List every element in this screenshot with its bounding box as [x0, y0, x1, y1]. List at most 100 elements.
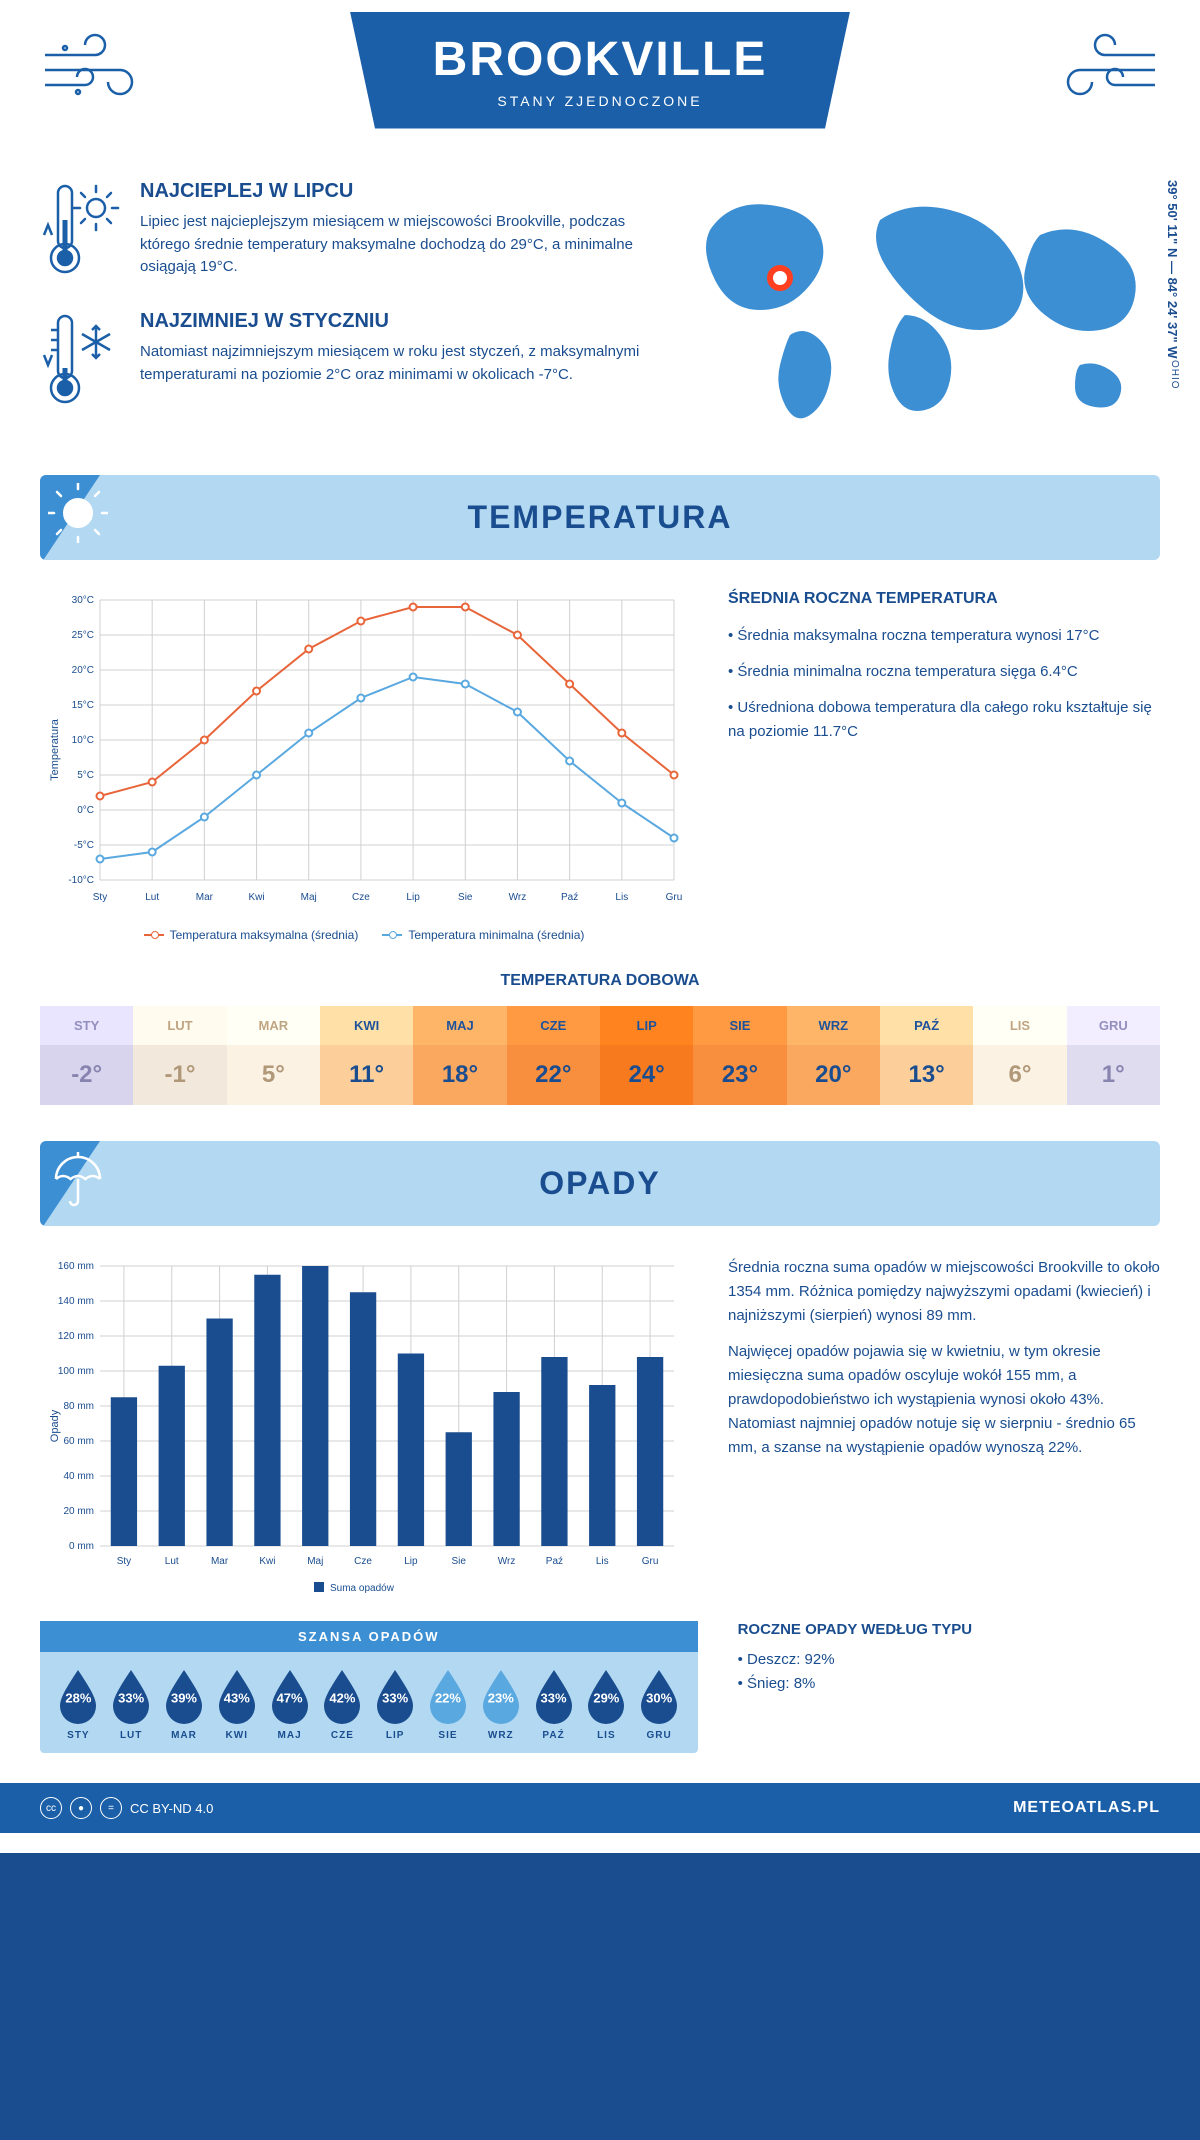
intro-section: NAJCIEPLEJ W LIPCU Lipiec jest najcieple…: [40, 180, 1160, 445]
nd-icon: =: [100, 1797, 122, 1819]
precipitation-text: Średnia roczna suma opadów w miejscowośc…: [728, 1256, 1160, 1601]
temp-summary-point: • Średnia maksymalna roczna temperatura …: [728, 624, 1160, 648]
svg-text:Sie: Sie: [452, 1556, 467, 1567]
chance-box: SZANSA OPADÓW 28%STY33%LUT39%MAR43%KWI47…: [40, 1621, 698, 1753]
svg-text:Paź: Paź: [546, 1556, 563, 1567]
fact-cold-title: NAJZIMNIEJ W STYCZNIU: [140, 310, 640, 333]
daily-temp-title: TEMPERATURA DOBOWA: [40, 972, 1160, 990]
temperature-chart-area: -10°C-5°C0°C5°C10°C15°C20°C25°C30°CStyLu…: [40, 590, 688, 942]
svg-text:Lut: Lut: [145, 892, 159, 903]
chance-drop: 39%MAR: [160, 1666, 208, 1741]
footer-license: cc ● = CC BY-ND 4.0: [40, 1797, 213, 1819]
by-type-title: ROCZNE OPADY WEDŁUG TYPU: [738, 1621, 1160, 1638]
svg-text:120 mm: 120 mm: [58, 1331, 94, 1342]
region-label: OHIO: [1169, 360, 1180, 390]
svg-text:Lut: Lut: [165, 1556, 179, 1567]
world-map-icon: [680, 180, 1160, 440]
svg-text:Mar: Mar: [211, 1556, 229, 1567]
by-type-rain: • Deszcz: 92%: [738, 1648, 1160, 1672]
svg-text:Gru: Gru: [666, 892, 683, 903]
chance-drop: 33%LUT: [107, 1666, 155, 1741]
by-icon: ●: [70, 1797, 92, 1819]
svg-text:25°C: 25°C: [72, 630, 94, 641]
svg-text:Mar: Mar: [196, 892, 214, 903]
temperature-content: -10°C-5°C0°C5°C10°C15°C20°C25°C30°CStyLu…: [40, 590, 1160, 942]
precip-text-1: Średnia roczna suma opadów w miejscowośc…: [728, 1256, 1160, 1328]
footer: cc ● = CC BY-ND 4.0 METEOATLAS.PL: [0, 1783, 1200, 1833]
daily-temp-cell: WRZ20°: [787, 1006, 880, 1105]
umbrella-icon: [48, 1149, 108, 1209]
coordinates: 39° 50' 11" N — 84° 24' 37" W: [1165, 180, 1180, 359]
chance-drops: 28%STY33%LUT39%MAR43%KWI47%MAJ42%CZE33%L…: [52, 1666, 686, 1741]
svg-text:Cze: Cze: [354, 1556, 372, 1567]
legend-item: Temperatura maksymalna (średnia): [144, 928, 359, 942]
city-title: BROOKVILLE: [430, 32, 770, 87]
svg-text:160 mm: 160 mm: [58, 1261, 94, 1272]
legend-item: Temperatura minimalna (średnia): [382, 928, 584, 942]
chance-drop: 28%STY: [54, 1666, 102, 1741]
thermometer-cold-icon: [40, 310, 120, 410]
svg-text:Maj: Maj: [301, 892, 317, 903]
daily-temp-cell: PAŹ13°: [880, 1006, 973, 1105]
chance-drop: 22%SIE: [424, 1666, 472, 1741]
temp-summary-point: • Uśredniona dobowa temperatura dla całe…: [728, 696, 1160, 744]
page: BROOKVILLE STANY ZJEDNOCZONE: [0, 0, 1200, 1853]
precipitation-header: OPADY: [40, 1141, 1160, 1226]
temperature-title: TEMPERATURA: [60, 499, 1140, 536]
svg-text:100 mm: 100 mm: [58, 1366, 94, 1377]
fact-warm-title: NAJCIEPLEJ W LIPCU: [140, 180, 640, 203]
country-subtitle: STANY ZJEDNOCZONE: [430, 93, 770, 109]
sun-icon: [48, 483, 108, 543]
svg-text:Opady: Opady: [49, 1409, 61, 1442]
cc-icon: cc: [40, 1797, 62, 1819]
daily-temp-cell: SIE23°: [693, 1006, 786, 1105]
chance-drop: 23%WRZ: [477, 1666, 525, 1741]
svg-text:Sty: Sty: [117, 1556, 131, 1567]
chance-drop: 42%CZE: [318, 1666, 366, 1741]
precip-text-2: Najwięcej opadów pojawia się w kwietniu,…: [728, 1340, 1160, 1460]
daily-temp-cell: CZE22°: [507, 1006, 600, 1105]
daily-temp-grid: STY-2°LUT-1°MAR5°KWI11°MAJ18°CZE22°LIP24…: [40, 1006, 1160, 1105]
fact-warm: NAJCIEPLEJ W LIPCU Lipiec jest najcieple…: [40, 180, 640, 280]
svg-text:Gru: Gru: [642, 1556, 659, 1567]
fact-cold: NAJZIMNIEJ W STYCZNIU Natomiast najzimni…: [40, 310, 640, 410]
precipitation-chart-area: 0 mm20 mm40 mm60 mm80 mm100 mm120 mm140 …: [40, 1256, 688, 1601]
header: BROOKVILLE STANY ZJEDNOCZONE: [40, 0, 1160, 140]
daily-temp-cell: GRU1°: [1067, 1006, 1160, 1105]
temperature-legend: Temperatura maksymalna (średnia) Temperat…: [40, 925, 688, 942]
daily-temp-cell: STY-2°: [40, 1006, 133, 1105]
svg-text:Sty: Sty: [93, 892, 107, 903]
svg-text:20°C: 20°C: [72, 665, 94, 676]
svg-text:Lis: Lis: [615, 892, 628, 903]
wind-icon-left: [40, 30, 160, 110]
svg-text:Lis: Lis: [596, 1556, 609, 1567]
svg-text:10°C: 10°C: [72, 735, 94, 746]
license-text: CC BY-ND 4.0: [130, 1801, 213, 1816]
chance-drop: 30%GRU: [635, 1666, 683, 1741]
daily-temp-cell: LIS6°: [973, 1006, 1066, 1105]
svg-text:Wrz: Wrz: [509, 892, 527, 903]
chance-drop: 29%LIS: [582, 1666, 630, 1741]
svg-text:5°C: 5°C: [77, 770, 94, 781]
svg-text:Sie: Sie: [458, 892, 473, 903]
fact-warm-text: Lipiec jest najcieplejszym miesiącem w m…: [140, 211, 640, 279]
precipitation-bar-chart: 0 mm20 mm40 mm60 mm80 mm100 mm120 mm140 …: [40, 1256, 688, 1596]
precip-by-type: ROCZNE OPADY WEDŁUG TYPU • Deszcz: 92% •…: [738, 1621, 1160, 1753]
svg-text:Kwi: Kwi: [259, 1556, 275, 1567]
chance-title: SZANSA OPADÓW: [40, 1621, 698, 1652]
svg-text:60 mm: 60 mm: [63, 1436, 94, 1447]
temperature-header: TEMPERATURA: [40, 475, 1160, 560]
by-type-snow: • Śnieg: 8%: [738, 1672, 1160, 1696]
svg-text:30°C: 30°C: [72, 595, 94, 606]
chance-drop: 33%LIP: [371, 1666, 419, 1741]
temperature-line-chart: -10°C-5°C0°C5°C10°C15°C20°C25°C30°CStyLu…: [40, 590, 688, 910]
svg-text:-5°C: -5°C: [74, 840, 94, 851]
map-wrap: 39° 50' 11" N — 84° 24' 37" W OHIO: [680, 180, 1160, 445]
precipitation-title: OPADY: [60, 1165, 1140, 1202]
daily-temp-cell: KWI11°: [320, 1006, 413, 1105]
fact-cold-text: Natomiast najzimniejszym miesiącem w rok…: [140, 341, 640, 386]
svg-text:0 mm: 0 mm: [69, 1541, 94, 1552]
intro-facts: NAJCIEPLEJ W LIPCU Lipiec jest najcieple…: [40, 180, 640, 445]
svg-text:40 mm: 40 mm: [63, 1471, 94, 1482]
daily-temperature: TEMPERATURA DOBOWA STY-2°LUT-1°MAR5°KWI1…: [40, 972, 1160, 1105]
